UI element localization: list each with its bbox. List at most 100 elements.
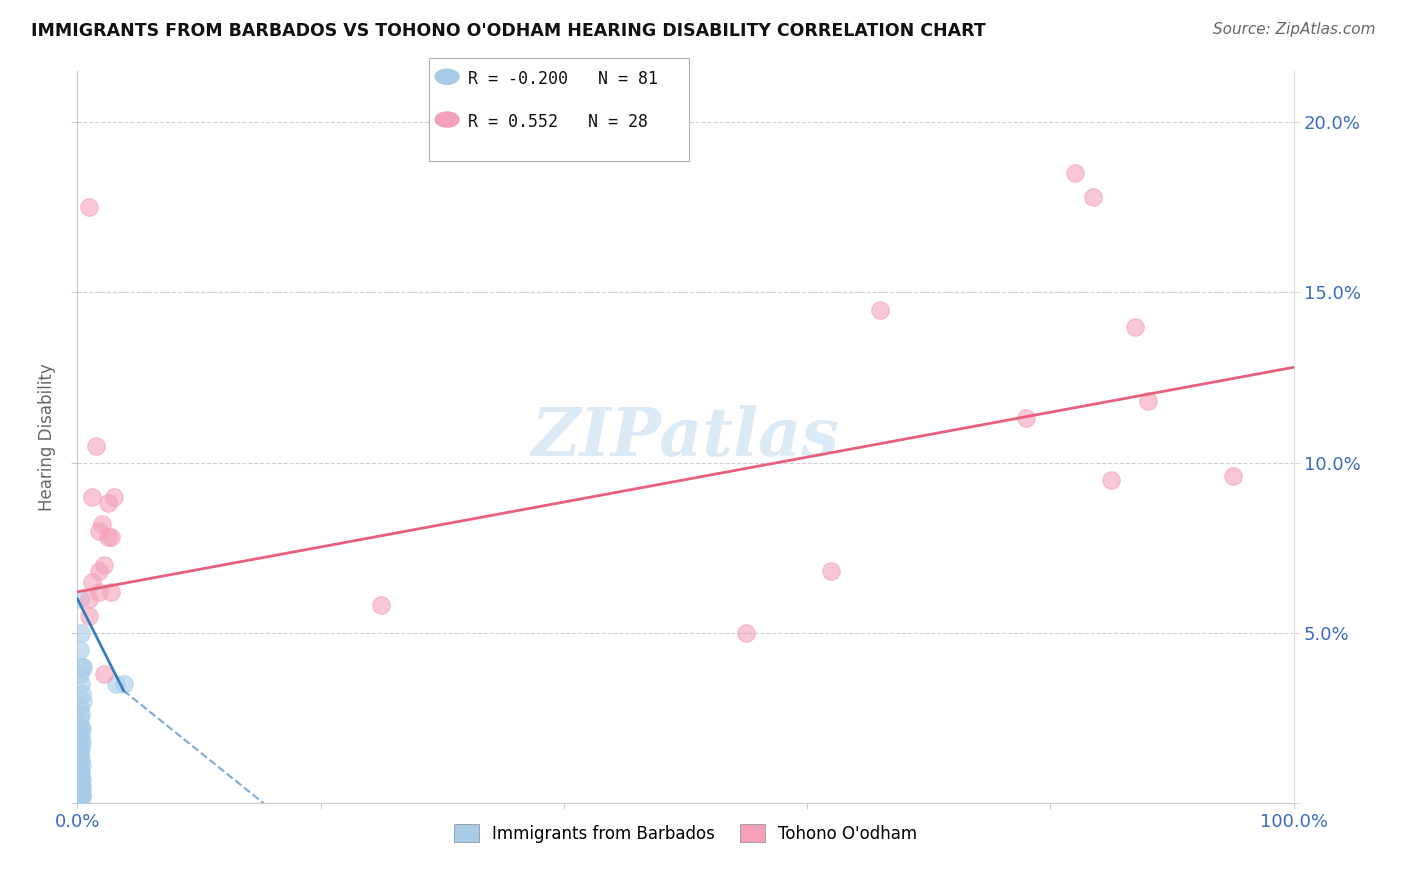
Point	[1015, 411, 1038, 425]
Text: R = -0.200   N = 81: R = -0.200 N = 81	[468, 70, 658, 88]
Point	[79, 201, 101, 215]
Point	[1136, 394, 1159, 409]
Point	[70, 625, 93, 640]
Point	[79, 591, 101, 606]
Point	[69, 786, 91, 800]
Point	[70, 789, 93, 803]
Point	[69, 789, 91, 803]
Point	[72, 694, 94, 708]
Point	[112, 677, 135, 691]
Point	[90, 516, 112, 531]
Point	[84, 439, 107, 453]
Point	[69, 779, 91, 793]
Point	[70, 779, 93, 793]
Point	[70, 789, 93, 803]
Point	[89, 585, 111, 599]
Point	[70, 758, 93, 772]
Point	[100, 531, 122, 545]
Point	[69, 789, 91, 803]
Point	[69, 738, 91, 752]
Point	[69, 789, 91, 803]
Point	[97, 496, 120, 510]
Point	[69, 789, 91, 803]
Point	[69, 789, 91, 803]
Point	[100, 585, 122, 599]
Point	[69, 789, 91, 803]
Point	[69, 700, 91, 714]
Point	[70, 789, 93, 803]
Point	[69, 717, 91, 731]
Point	[89, 565, 111, 579]
Point	[69, 782, 91, 797]
Point	[70, 779, 93, 793]
Point	[93, 558, 115, 572]
Legend: Immigrants from Barbados, Tohono O'odham: Immigrants from Barbados, Tohono O'odham	[447, 818, 924, 849]
Point	[79, 608, 101, 623]
Point	[70, 786, 93, 800]
Point	[70, 721, 93, 735]
Point	[70, 786, 93, 800]
Point	[69, 775, 91, 789]
Point	[70, 789, 93, 803]
Point	[70, 789, 93, 803]
Point	[70, 789, 93, 803]
Point	[69, 728, 91, 742]
Point	[70, 772, 93, 786]
Point	[69, 789, 91, 803]
Point	[69, 786, 91, 800]
Point	[70, 659, 93, 673]
Point	[70, 775, 93, 789]
Point	[80, 574, 103, 589]
Text: ZIPatlas: ZIPatlas	[531, 405, 839, 469]
Point	[69, 789, 91, 803]
Point	[69, 642, 91, 657]
Point	[69, 789, 91, 803]
Point	[1063, 166, 1085, 180]
Point	[69, 782, 91, 797]
Point	[70, 731, 93, 746]
Point	[370, 599, 392, 613]
Text: R = 0.552   N = 28: R = 0.552 N = 28	[468, 113, 648, 131]
Point	[69, 591, 91, 606]
Point	[69, 762, 91, 776]
Text: IMMIGRANTS FROM BARBADOS VS TOHONO O'ODHAM HEARING DISABILITY CORRELATION CHART: IMMIGRANTS FROM BARBADOS VS TOHONO O'ODH…	[31, 22, 986, 40]
Point	[70, 677, 93, 691]
Point	[69, 772, 91, 786]
Point	[69, 786, 91, 800]
Point	[69, 755, 91, 769]
Point	[1099, 473, 1122, 487]
Point	[70, 765, 93, 780]
Point	[70, 734, 93, 748]
Point	[69, 789, 91, 803]
Point	[69, 789, 91, 803]
Point	[70, 724, 93, 739]
Point	[93, 666, 115, 681]
Text: Source: ZipAtlas.com: Source: ZipAtlas.com	[1212, 22, 1375, 37]
Point	[69, 789, 91, 803]
Y-axis label: Hearing Disability: Hearing Disability	[38, 363, 56, 511]
Point	[69, 789, 91, 803]
Point	[80, 490, 103, 504]
Point	[69, 789, 91, 803]
Point	[69, 666, 91, 681]
Point	[69, 745, 91, 759]
Point	[70, 687, 93, 701]
Point	[72, 659, 94, 673]
Point	[70, 779, 93, 793]
Point	[70, 707, 93, 722]
Point	[70, 789, 93, 803]
Point	[70, 786, 93, 800]
Point	[70, 751, 93, 765]
Point	[69, 775, 91, 789]
Point	[869, 302, 891, 317]
Point	[69, 789, 91, 803]
Point	[69, 711, 91, 725]
Point	[69, 789, 91, 803]
Point	[69, 789, 91, 803]
Point	[69, 768, 91, 782]
Point	[69, 782, 91, 797]
Point	[70, 782, 93, 797]
Point	[69, 748, 91, 763]
Point	[1125, 319, 1147, 334]
Point	[1222, 469, 1244, 483]
